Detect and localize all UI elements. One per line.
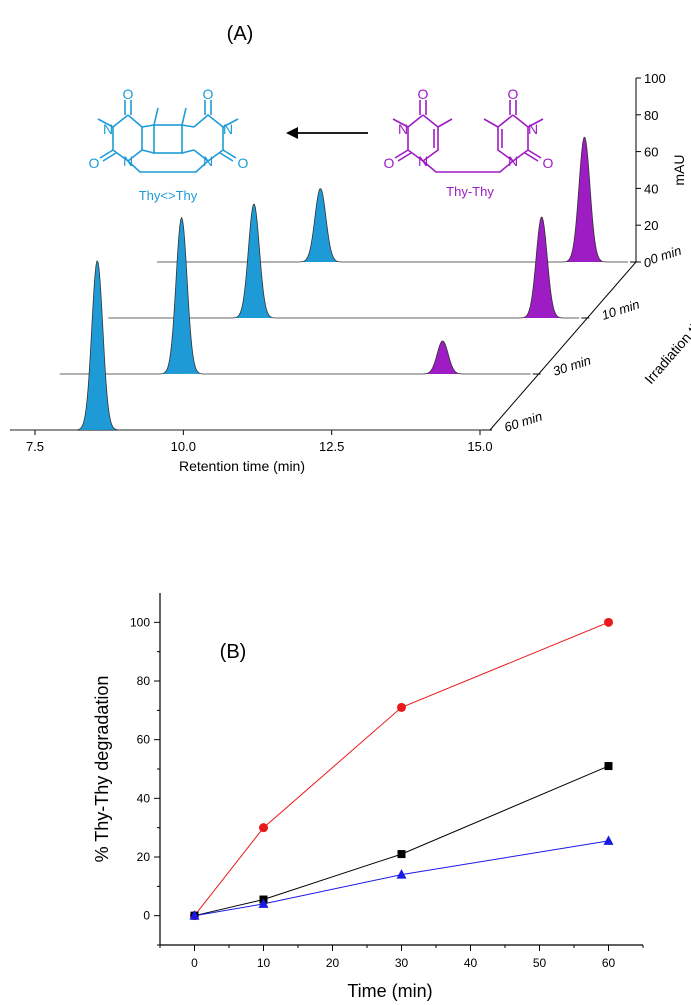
b-point-circle — [604, 617, 613, 627]
b-point-circle — [397, 702, 406, 712]
atom-label: O — [384, 155, 395, 171]
atom-label: N — [508, 153, 518, 169]
b-point-triangle — [258, 898, 269, 908]
panel-b-degradation-plot: 0 10 20 30 40 50 60 0 20 40 60 80 100 (B) Time (min)… — [92, 593, 644, 1001]
a-irradiation-axis: 0 min 10 min 30 min 60 min — [484, 243, 683, 435]
a-y-tick-label: 80 — [644, 108, 658, 123]
b-x-tick-label: 0 — [191, 956, 198, 970]
atom-label: N — [528, 121, 538, 137]
a-z-tick-label: 10 min — [600, 297, 642, 323]
atom-label: O — [203, 86, 214, 102]
product-name: Thy<>Thy — [139, 188, 198, 203]
a-x-tick-label: 10.0 — [171, 439, 196, 454]
b-x-tick-label: 30 — [395, 956, 409, 970]
a-y-tick-label: 40 — [644, 181, 658, 196]
panel-a-label: (A) — [227, 23, 254, 45]
a-peak — [75, 260, 120, 430]
a-traces — [11, 136, 628, 431]
atom-label: O — [89, 155, 100, 171]
a-x-tick-label: 15.0 — [467, 439, 492, 454]
a-peak — [298, 188, 343, 262]
thy-thy-atom-labels: O N O N O N O N — [384, 86, 554, 171]
b-point-square — [397, 850, 406, 859]
b-y-tick-label: 80 — [137, 674, 151, 688]
a-y-tick-label: 0 — [644, 255, 651, 270]
b-x-tick-label: 60 — [602, 956, 616, 970]
b-y-axis-label: % Thy-Thy degradation — [92, 676, 112, 863]
a-z-tick-label: 0 min — [648, 243, 683, 267]
thy-thy-structure — [392, 100, 544, 173]
cyclobutane-atom-labels: O N O N O N O N — [89, 86, 249, 171]
a-trace-line — [59, 216, 531, 375]
b-axes: 0 10 20 30 40 50 60 0 20 40 60 80 100 — [130, 593, 644, 970]
a-x-axis: 7.5 10.0 12.5 15.0 — [26, 430, 493, 454]
a-peak — [232, 203, 276, 318]
b-point-square — [604, 762, 613, 771]
b-point-triangle — [603, 835, 614, 845]
b-y-tick-label: 40 — [137, 791, 151, 805]
a-y-tick-label: 20 — [644, 218, 658, 233]
a-z-tick-label: 60 min — [502, 409, 544, 435]
b-x-tick-label: 40 — [464, 956, 478, 970]
b-point-triangle — [396, 869, 407, 879]
a-x-tick-label: 12.5 — [319, 439, 344, 454]
a-peak — [420, 340, 465, 374]
a-peak — [562, 136, 607, 262]
atom-label: O — [238, 155, 249, 171]
atom-label: O — [543, 155, 554, 171]
a-y-axis: 0 20 40 60 80 100 — [636, 71, 666, 270]
b-x-tick-label: 20 — [326, 956, 340, 970]
b-x-axis-label: Time (min) — [347, 981, 432, 1001]
atom-label: N — [123, 153, 133, 169]
a-y-tick-label: 100 — [644, 71, 666, 86]
reaction-arrow — [286, 127, 368, 139]
b-x-tick-label: 10 — [257, 956, 271, 970]
b-y-tick-label: 60 — [137, 733, 151, 747]
a-z-axis-label: Irradiation time — [641, 306, 691, 387]
panel-b-label: (B) — [220, 641, 247, 663]
a-peak — [159, 217, 204, 374]
a-peak — [519, 216, 564, 318]
b-series — [189, 617, 614, 921]
thy-thy-cyclobutane-structure — [97, 100, 239, 173]
b-series-line — [194, 765, 609, 917]
b-x-tick-label: 50 — [533, 956, 547, 970]
atom-label: O — [418, 86, 429, 102]
panel-a-chromatogram: (A) O N O N — [10, 23, 691, 474]
b-point-circle — [259, 823, 268, 833]
a-z-tick-label: 30 min — [551, 353, 593, 379]
atom-label: N — [398, 121, 408, 137]
a-x-axis-label: Retention time (min) — [179, 458, 305, 474]
b-series-line — [194, 840, 609, 917]
a-y-axis-label: mAU — [671, 154, 687, 185]
atom-label: N — [103, 121, 113, 137]
a-x-tick-label: 7.5 — [26, 439, 44, 454]
atom-label: N — [223, 121, 233, 137]
reactant-name: Thy-Thy — [446, 184, 494, 199]
a-trace-line — [11, 260, 482, 431]
atom-label: O — [508, 86, 519, 102]
atom-label: N — [203, 153, 213, 169]
atom-label: N — [418, 153, 428, 169]
a-trace-line — [157, 136, 628, 263]
a-y-tick-label: 60 — [644, 145, 658, 160]
b-y-tick-label: 0 — [143, 909, 150, 923]
atom-label: O — [123, 86, 134, 102]
b-y-tick-label: 100 — [130, 615, 150, 629]
b-point-triangle — [189, 910, 200, 920]
b-series-line — [194, 621, 609, 917]
b-y-tick-label: 20 — [137, 850, 151, 864]
